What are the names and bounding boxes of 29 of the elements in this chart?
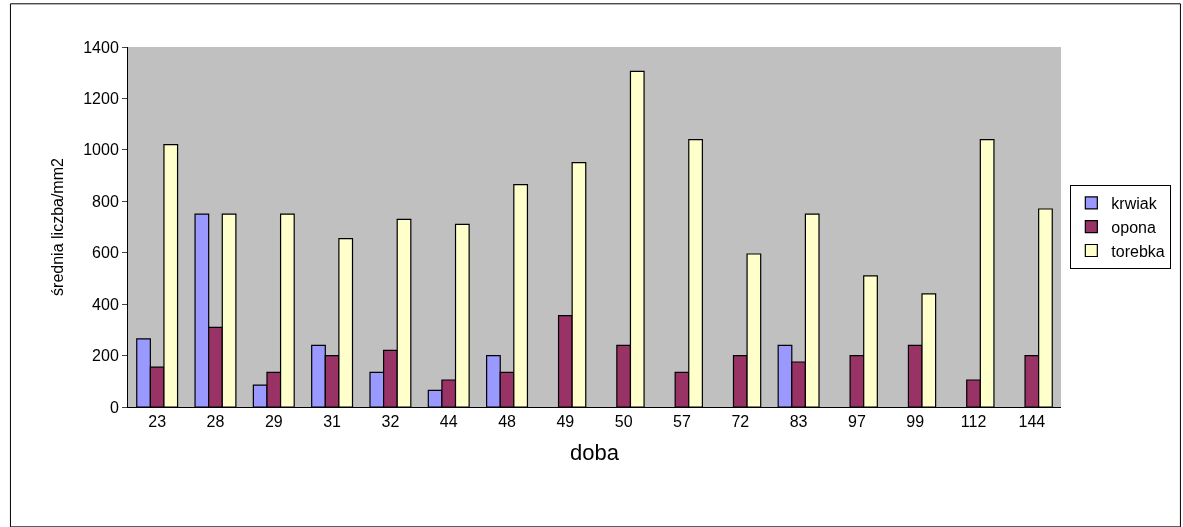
y-tick-label: 1000: [83, 141, 119, 159]
x-tick-label: 48: [498, 413, 517, 431]
x-tick-label: 49: [556, 413, 575, 431]
y-tick-label: 600: [92, 244, 119, 262]
x-tick-label: 32: [381, 413, 400, 431]
x-tick-label: 50: [614, 413, 633, 431]
y-tick-label: 400: [92, 295, 119, 313]
x-tick-label: 31: [323, 413, 342, 431]
x-tick-label: 112: [960, 413, 987, 431]
y-tick-label: 1200: [83, 90, 119, 108]
x-tick-label: 28: [206, 413, 225, 431]
x-tick-label: 29: [264, 413, 283, 431]
y-tick-label: 800: [92, 192, 119, 210]
y-tick-label: 200: [92, 347, 119, 365]
x-tick-label: 72: [731, 413, 750, 431]
legend-label: krwiak: [1111, 195, 1158, 213]
y-axis-title: średnia liczba/mm2: [49, 157, 67, 296]
y-tick-label: 1400: [83, 38, 119, 56]
x-tick-label: 44: [439, 413, 458, 431]
x-axis-title: doba: [570, 440, 620, 466]
legend-label: opona: [1111, 218, 1156, 236]
x-tick-label: 23: [148, 413, 167, 431]
x-tick-label: 57: [673, 413, 691, 431]
x-tick-label: 144: [1018, 413, 1046, 431]
x-tick-label: 83: [789, 413, 808, 431]
x-tick-label: 97: [848, 413, 866, 431]
legend-label: torebka: [1111, 242, 1165, 260]
x-tick-label: 99: [906, 413, 925, 431]
y-tick-label: 0: [109, 398, 119, 416]
